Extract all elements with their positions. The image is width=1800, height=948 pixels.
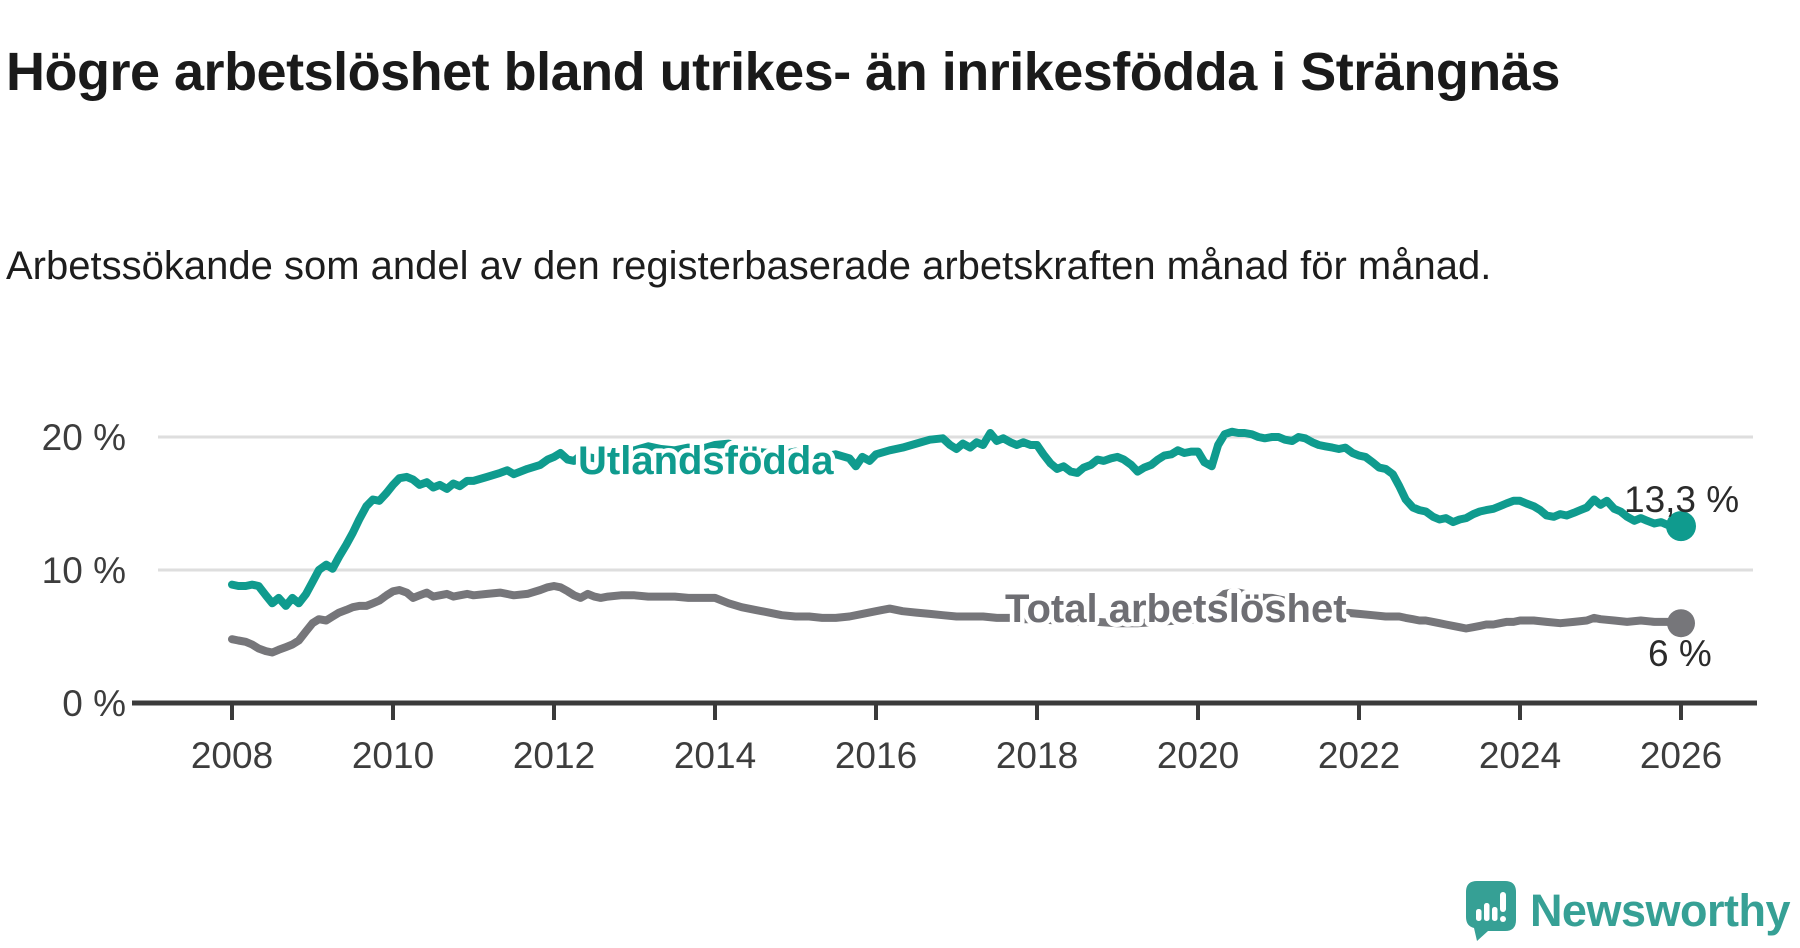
- end-value-label-total: 6 %: [1648, 633, 1712, 674]
- x-axis-tick-label: 2018: [996, 735, 1078, 776]
- series-end-dot-0: [1666, 511, 1696, 542]
- x-axis-tick-label: 2012: [513, 735, 595, 776]
- series-label-utlandsfodda: Utlandsfödda: [578, 439, 834, 483]
- y-axis-tick-label: 0 %: [62, 683, 126, 724]
- y-axis-tick-label: 10 %: [42, 550, 126, 591]
- x-axis-tick-label: 2026: [1640, 735, 1722, 776]
- y-axis-tick-label: 20 %: [42, 417, 126, 458]
- newsworthy-logo-text: Newsworthy: [1529, 885, 1791, 936]
- x-axis-tick-label: 2024: [1479, 735, 1561, 776]
- newsworthy-logo-icon: [1465, 881, 1516, 941]
- newsworthy-branding: Newsworthy: [1464, 880, 1791, 942]
- chart-subtitle: Arbetssökande som andel av den registerb…: [6, 244, 1492, 288]
- x-axis-tick-label: 2014: [674, 735, 756, 776]
- x-axis-tick-label: 2010: [352, 735, 434, 776]
- series-end-dot-1: [1667, 609, 1695, 638]
- series-label-total-arbetsloshet: Total arbetslöshet: [1005, 587, 1347, 631]
- page-title: Högre arbetslöshet bland utrikes- än inr…: [6, 42, 1560, 103]
- axes: 0 % 10 % 20 % 2008 2010 2012 2014 2016 2018 2020 2…: [42, 417, 1757, 776]
- end-value-label-utlandsfodda: 13,3 %: [1624, 479, 1739, 520]
- series-line-1: [228, 582, 1685, 657]
- x-axis-tick-label: 2016: [835, 735, 917, 776]
- x-axis-tick-label: 2020: [1157, 735, 1239, 776]
- gridlines: [158, 435, 1753, 572]
- series-line-0: [228, 427, 1685, 610]
- series-lines: [228, 427, 1696, 657]
- x-axis-tick-label: 2008: [191, 735, 273, 776]
- x-axis-tick-label: 2022: [1318, 735, 1400, 776]
